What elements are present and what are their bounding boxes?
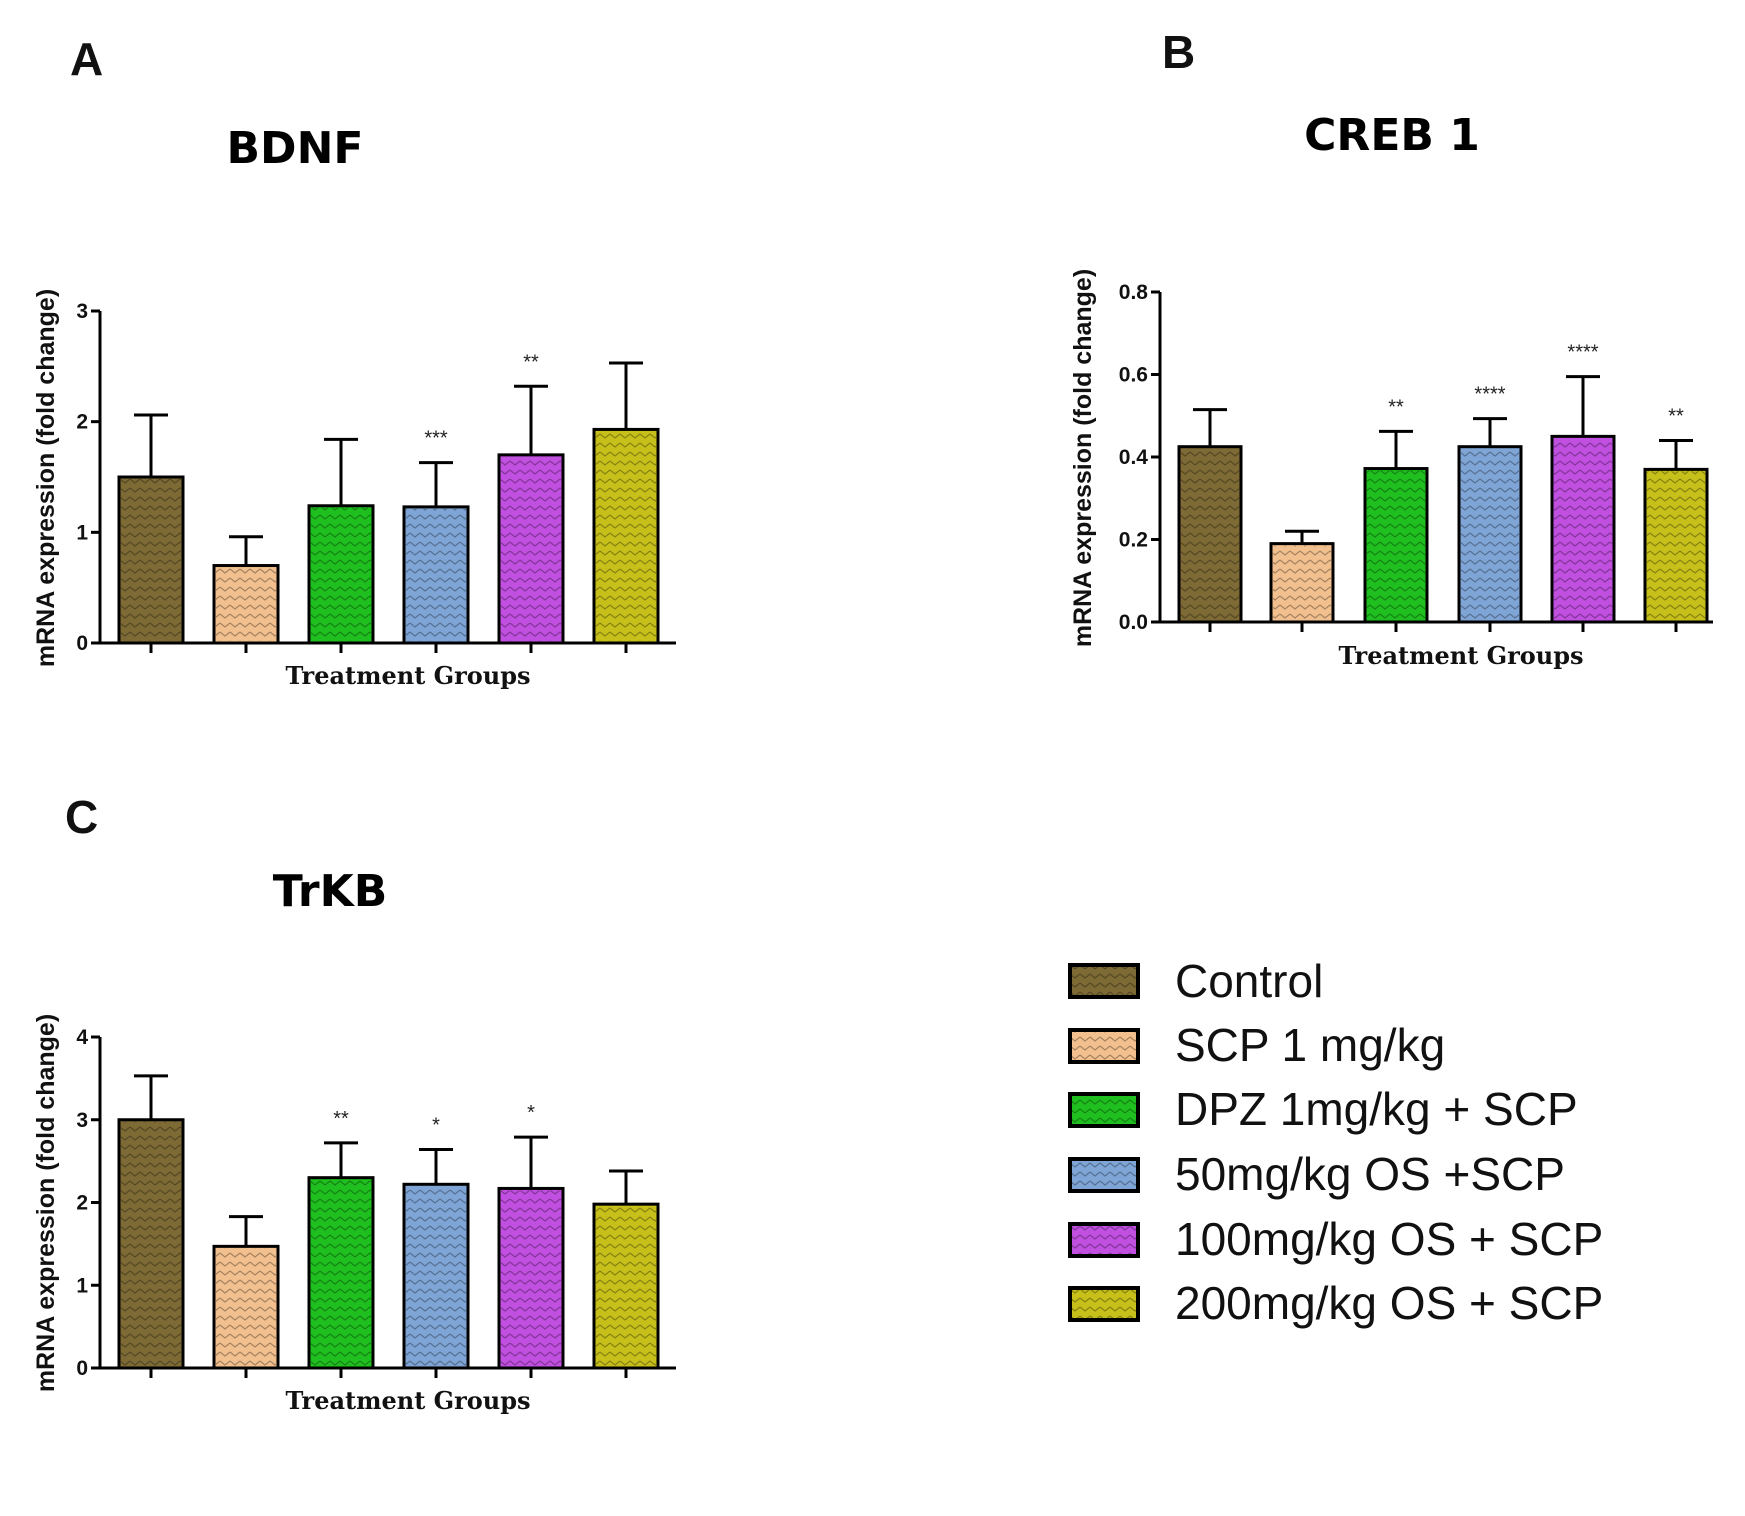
significance-dpz-1mg-kg-scp: ** <box>1388 396 1404 418</box>
bar-texture-200mg-kg-os-scp <box>596 431 656 641</box>
y-tick-label: 0.6 <box>1119 364 1148 387</box>
significance-100mg-kg-os-scp: * <box>527 1102 535 1124</box>
bar-texture-100mg-kg-os-scp <box>501 456 561 641</box>
panel-letter-a: A <box>70 33 103 85</box>
y-tick-label: 2 <box>76 1192 88 1215</box>
bar-texture-control <box>1181 448 1239 620</box>
significance-100mg-kg-os-scp: **** <box>1567 342 1598 364</box>
y-axis-label-b: mRNA expression (fold change) <box>1069 269 1097 647</box>
y-tick-label: 0 <box>76 632 88 655</box>
x-axis-label-a: Treatment Groups <box>285 661 530 690</box>
chart-title-creb1: CREB 1 <box>1304 110 1480 161</box>
y-tick-label: 0.8 <box>1119 281 1149 304</box>
bar-texture-50mg-kg-os-scp <box>406 1186 466 1366</box>
legend-swatch-texture <box>1070 1030 1138 1062</box>
legend-label-os200: 200mg/kg OS + SCP <box>1175 1277 1603 1329</box>
x-axis-label-b: Treatment Groups <box>1338 641 1583 670</box>
legend-label-dpz: DPZ 1mg/kg + SCP <box>1175 1083 1578 1135</box>
bar-texture-scp-1-mg-kg <box>216 567 276 641</box>
legend-swatch-texture <box>1070 965 1138 997</box>
bar-texture-200mg-kg-os-scp <box>596 1206 656 1366</box>
significance-50mg-kg-os-scp: * <box>432 1115 440 1137</box>
significance-50mg-kg-os-scp: **** <box>1474 384 1505 406</box>
y-tick-label: 4 <box>76 1026 88 1049</box>
y-tick-label: 0.0 <box>1119 611 1148 634</box>
y-tick-label: 1 <box>76 521 88 544</box>
significance-200mg-kg-os-scp: ** <box>1668 406 1684 428</box>
significance-50mg-kg-os-scp: *** <box>424 428 448 450</box>
legend-label-os100: 100mg/kg OS + SCP <box>1175 1213 1603 1265</box>
legend-label-scp: SCP 1 mg/kg <box>1175 1019 1445 1071</box>
bar-texture-200mg-kg-os-scp <box>1647 471 1705 620</box>
y-tick-label: 3 <box>76 300 88 323</box>
y-tick-label: 0 <box>76 1357 88 1380</box>
x-axis-label-c: Treatment Groups <box>285 1386 530 1415</box>
legend: Control SCP 1 mg/kg DPZ 1mg/kg + SCP 50m… <box>1068 955 1603 1329</box>
panel-letter-c: C <box>65 791 98 843</box>
bar-texture-dpz-1mg-kg-scp <box>311 507 371 641</box>
y-tick-label: 0.4 <box>1119 446 1149 469</box>
significance-dpz-1mg-kg-scp: ** <box>333 1108 349 1130</box>
bar-texture-dpz-1mg-kg-scp <box>1367 470 1425 620</box>
y-axis-label-c: mRNA expression (fold change) <box>32 1014 60 1392</box>
y-tick-label: 1 <box>76 1274 88 1297</box>
legend-label-os50: 50mg/kg OS +SCP <box>1175 1148 1565 1200</box>
bar-texture-50mg-kg-os-scp <box>406 508 466 641</box>
bar-texture-100mg-kg-os-scp <box>501 1190 561 1366</box>
bar-chart-creb1: 0.00.20.40.60.8************ <box>1119 281 1713 634</box>
bar-texture-scp-1-mg-kg <box>1273 545 1331 620</box>
legend-label-control: Control <box>1175 955 1323 1007</box>
chart-title-bdnf: BDNF <box>227 123 364 174</box>
bar-texture-dpz-1mg-kg-scp <box>311 1179 371 1366</box>
legend-swatch-texture <box>1070 1094 1138 1126</box>
legend-swatch-texture <box>1070 1159 1138 1191</box>
legend-swatch-texture <box>1070 1288 1138 1320</box>
bar-texture-100mg-kg-os-scp <box>1554 438 1612 620</box>
y-tick-label: 3 <box>76 1109 88 1132</box>
bar-texture-control <box>121 1121 181 1366</box>
y-tick-label: 0.2 <box>1119 529 1148 552</box>
bar-texture-scp-1-mg-kg <box>216 1248 276 1366</box>
bar-texture-control <box>121 479 181 641</box>
y-tick-label: 2 <box>76 411 88 434</box>
y-axis-label-a: mRNA expression (fold change) <box>32 289 60 667</box>
chart-title-trkb: TrKB <box>273 866 388 917</box>
significance-100mg-kg-os-scp: ** <box>523 351 539 373</box>
panel-letter-b: B <box>1162 26 1195 78</box>
bar-texture-50mg-kg-os-scp <box>1461 448 1519 620</box>
legend-swatch-texture <box>1070 1224 1138 1256</box>
